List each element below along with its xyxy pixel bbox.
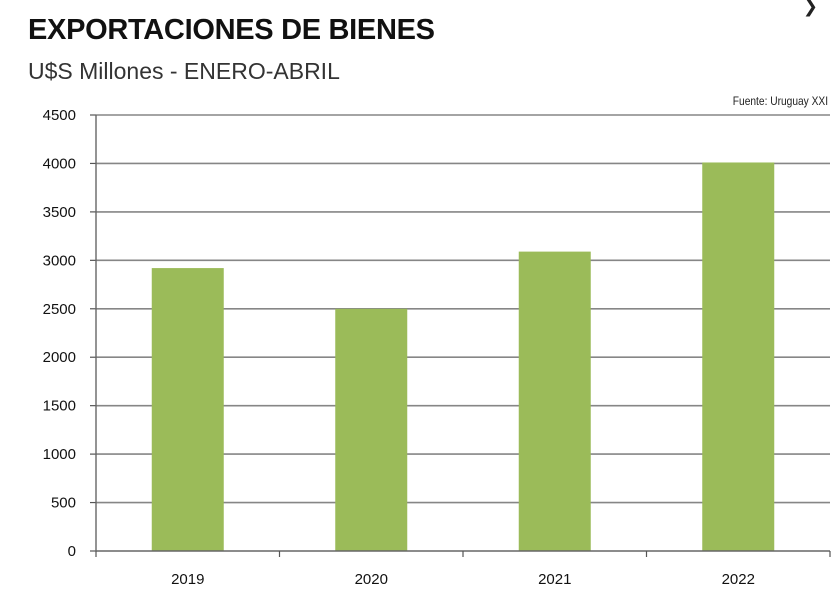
y-tick-label-500: 500 xyxy=(51,495,76,512)
y-tick-label-2000: 2000 xyxy=(43,349,76,366)
y-tick-label-3000: 3000 xyxy=(43,252,76,269)
bar-2019 xyxy=(151,268,224,551)
chart-title: EXPORTACIONES DE BIENES xyxy=(28,14,435,46)
bar-2020 xyxy=(335,308,408,551)
y-tick-label-3500: 3500 xyxy=(43,204,76,221)
x-category-label-2019: 2019 xyxy=(171,571,204,588)
x-category-label-2021: 2021 xyxy=(538,571,571,588)
corner-decoration-icon: ❯ xyxy=(802,0,818,16)
y-tick-label-1500: 1500 xyxy=(43,398,76,415)
y-tick-label-4500: 4500 xyxy=(43,107,76,124)
bar-2022 xyxy=(702,162,775,551)
chart-subtitle: U$S Millones - ENERO-ABRIL xyxy=(28,58,340,84)
source-note: Fuente: Uruguay XXI xyxy=(732,94,828,108)
y-tick-label-4000: 4000 xyxy=(43,155,76,172)
y-tick-label-1000: 1000 xyxy=(43,446,76,463)
bars xyxy=(151,162,775,551)
axis-labels: 0 500 1000 1500 2000 2500 3000 3500 4000 4500 2019… xyxy=(43,107,755,588)
bar-2021 xyxy=(518,251,591,551)
y-tick-label-2500: 2500 xyxy=(43,301,76,318)
y-tick-label-0: 0 xyxy=(68,543,76,560)
axes xyxy=(90,114,831,557)
x-category-label-2020: 2020 xyxy=(355,571,388,588)
x-category-label-2022: 2022 xyxy=(722,571,755,588)
